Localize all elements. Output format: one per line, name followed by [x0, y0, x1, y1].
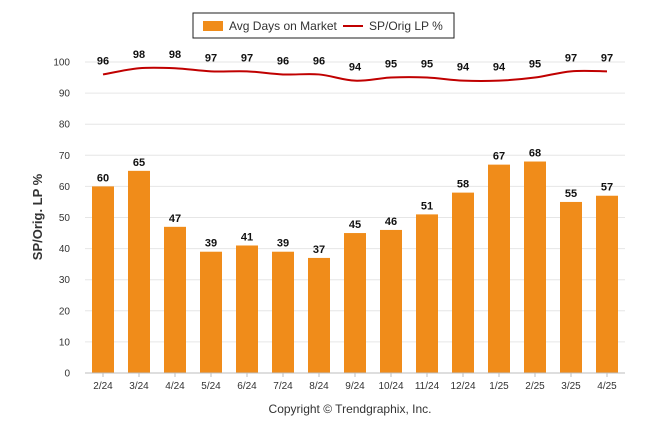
bar-data-label: 45 — [349, 219, 361, 231]
legend-swatch-days-on-market — [203, 21, 223, 31]
bar-data-label: 39 — [277, 238, 289, 250]
x-tick-label: 10/24 — [378, 381, 403, 392]
y-tick-label: 80 — [59, 120, 71, 131]
x-tick-label: 3/24 — [129, 381, 149, 392]
bar — [416, 214, 438, 373]
y-tick-label: 70 — [59, 151, 71, 162]
bar — [452, 192, 474, 373]
line-data-labels: 96 98 98 97 97 96 96 94 95 95 94 94 95 97 97 — [97, 49, 613, 73]
legend: Avg Days on Market SP/Orig LP % — [192, 12, 455, 39]
line-data-label: 95 — [529, 59, 541, 71]
bar-data-label: 37 — [313, 244, 325, 256]
x-tick-label: 6/24 — [237, 381, 257, 392]
y-tick-label: 50 — [59, 213, 71, 224]
bar-data-label: 39 — [205, 238, 217, 250]
bar — [164, 226, 186, 373]
y-tick-label: 0 — [64, 369, 70, 380]
line-data-label: 96 — [313, 55, 325, 67]
line-data-label: 96 — [97, 55, 109, 67]
legend-label-sp-orig-lp: SP/Orig LP % — [369, 19, 443, 33]
line-data-label: 94 — [457, 62, 470, 74]
x-tick-label: 1/25 — [489, 381, 509, 392]
bar-data-label: 51 — [421, 200, 433, 212]
y-axis-title: SP/Orig. LP % — [30, 173, 45, 260]
bar — [524, 161, 546, 373]
y-tick-label: 100 — [53, 58, 70, 69]
bar-data-label: 68 — [529, 148, 541, 160]
y-tick-label: 10 — [59, 337, 71, 348]
bar — [308, 257, 330, 373]
line-data-label: 97 — [205, 52, 217, 64]
y-axis-ticks: 0 10 20 30 40 50 60 70 80 90 100 — [53, 58, 70, 380]
bar-series — [92, 161, 618, 373]
bar-data-label: 41 — [241, 231, 253, 243]
bar-data-label: 65 — [133, 157, 145, 169]
line-series — [102, 66, 608, 83]
legend-box — [192, 12, 455, 39]
x-tick-label: 11/24 — [415, 381, 440, 392]
y-tick-label: 30 — [59, 275, 71, 286]
line-data-label: 97 — [601, 52, 613, 64]
y-tick-label: 20 — [59, 306, 71, 317]
bar — [200, 251, 222, 373]
bar-data-label: 58 — [457, 179, 469, 191]
bar — [380, 229, 402, 373]
line-data-label: 94 — [349, 62, 362, 74]
bar-data-label: 47 — [169, 213, 181, 225]
line-data-label: 94 — [493, 62, 506, 74]
y-tick-label: 60 — [59, 182, 71, 193]
bar — [236, 245, 258, 373]
x-tick-label: 4/25 — [597, 381, 617, 392]
legend-label-days-on-market: Avg Days on Market — [229, 19, 337, 33]
sp-orig-lp-line — [102, 66, 608, 83]
y-tick-label: 90 — [59, 89, 71, 100]
x-tick-label: 4/24 — [165, 381, 185, 392]
line-data-label: 96 — [277, 55, 289, 67]
bar-data-label: 55 — [565, 188, 577, 200]
bar — [488, 164, 510, 373]
bar-data-label: 57 — [601, 182, 613, 194]
bar-data-label: 60 — [97, 172, 109, 184]
bar-data-label: 67 — [493, 151, 505, 163]
line-data-label: 97 — [565, 52, 577, 64]
bar — [560, 201, 582, 373]
x-tick-label: 2/24 — [93, 381, 113, 392]
bar — [92, 186, 114, 373]
line-data-label: 98 — [133, 49, 145, 61]
line-data-label: 95 — [421, 59, 433, 71]
bar — [344, 233, 366, 373]
x-tick-label: 8/24 — [309, 381, 329, 392]
bar — [128, 170, 150, 373]
line-data-label: 98 — [169, 49, 181, 61]
x-tick-label: 9/24 — [345, 381, 365, 392]
x-tick-label: 3/25 — [561, 381, 581, 392]
x-tick-label: 7/24 — [273, 381, 293, 392]
x-tick-label: 5/24 — [201, 381, 221, 392]
y-tick-label: 40 — [59, 244, 71, 255]
bar-data-labels: 60 65 47 39 41 39 37 45 46 51 58 67 68 55 57 — [97, 148, 613, 256]
line-data-label: 95 — [385, 59, 397, 71]
copyright-credit: Copyright © Trendgraphix, Inc. — [269, 402, 432, 416]
line-data-label: 97 — [241, 52, 253, 64]
x-tick-label: 12/24 — [450, 381, 475, 392]
x-tick-label: 2/25 — [525, 381, 545, 392]
bar — [596, 195, 618, 373]
x-axis-ticks: 2/24 3/24 4/24 5/24 6/24 7/24 8/24 9/24 10/24 11/… — [93, 373, 617, 392]
bar — [272, 251, 294, 373]
bar-data-label: 46 — [385, 216, 397, 228]
